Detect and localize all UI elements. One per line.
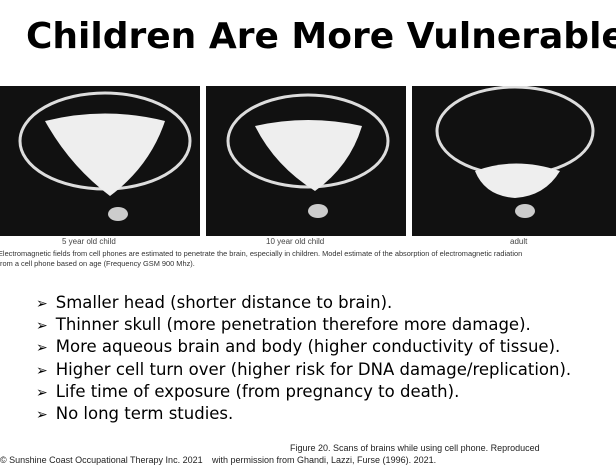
bullet: Thinner skull (more penetration therefor… [36,314,571,336]
bullet: Life time of exposure (from pregnancy to… [36,381,571,403]
figure-credit: with permission from Ghandi, Lazzi, Furs… [212,455,436,465]
figure-credit: Figure 20. Scans of brains while using c… [290,443,540,453]
brain-panel [412,86,616,236]
brain-panel [206,86,406,236]
copyright: © Sunshine Coast Occupational Therapy In… [0,455,203,465]
figure-label: 10 year old child [266,237,324,246]
slide-title: Children Are More Vulnerable [26,16,616,57]
bullet: Smaller head (shorter distance to brain)… [36,292,571,314]
slide: Children Are More Vulnerable 5 year old … [0,0,616,466]
figure-caption: from a cell phone based on age (Frequenc… [0,259,195,268]
bullet: More aqueous brain and body (higher cond… [36,336,571,358]
brain-panel [0,86,200,236]
brain-figure [0,86,616,236]
figure-label: 5 year old child [62,237,116,246]
bullet: No long term studies. [36,403,571,425]
bullet: Higher cell turn over (higher risk for D… [36,359,571,381]
figure-label: adult [510,237,527,246]
bullet-list: Smaller head (shorter distance to brain)… [36,292,571,425]
figure-caption: Electromagnetic fields from cell phones … [0,249,522,258]
